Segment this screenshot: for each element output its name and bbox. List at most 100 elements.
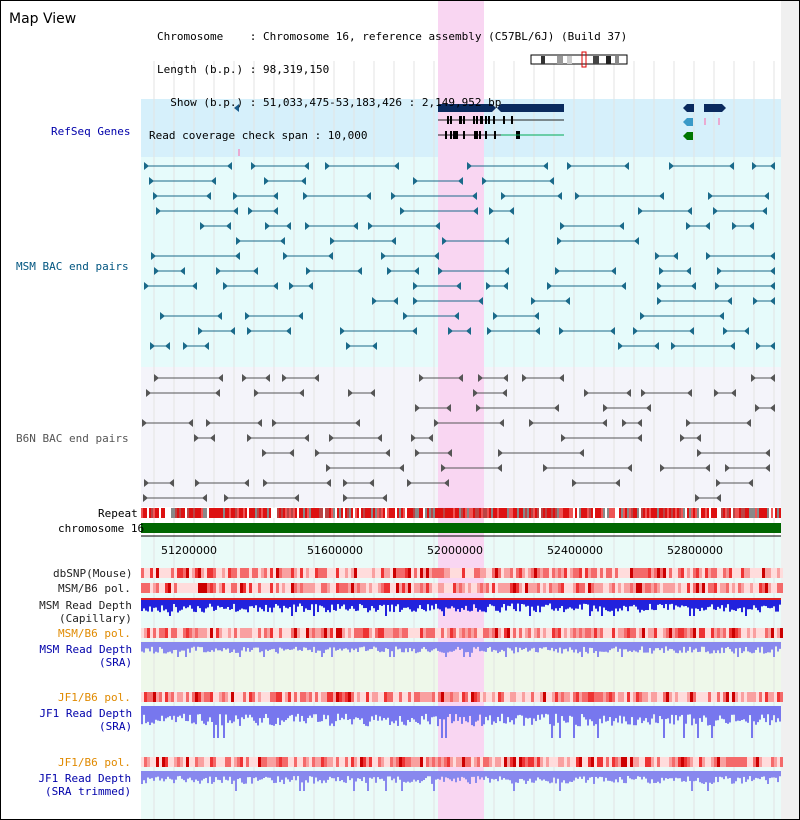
msm-bac-pair: [732, 222, 737, 230]
msm-bac-pair: [144, 282, 149, 290]
b6n-bac-pair: [247, 434, 252, 442]
gene-block: [438, 104, 492, 112]
msm-bac-pair: [305, 222, 310, 230]
msm-bac-pair: [717, 267, 722, 275]
msm-bac-pair: [413, 297, 418, 305]
track-label-msm-bac[interactable]: MSM BAC end pairs: [16, 260, 129, 273]
b6n-bac-pair: [725, 464, 730, 472]
b6n-bac-pair: [476, 404, 481, 412]
b6n-bac-pair: [755, 404, 760, 412]
page-title: Map View: [9, 11, 77, 27]
b6n-bac-pair: [142, 419, 147, 427]
axis-tick-label: 52000000: [427, 544, 483, 557]
msm-depth-sra-line2: (SRA): [99, 656, 133, 669]
track-label-refseq[interactable]: RefSeq Genes: [51, 125, 131, 138]
msm-bac-pair: [251, 162, 256, 170]
msm-bac-pair: [655, 252, 660, 260]
msm-bac-pair: [493, 312, 498, 320]
b6n-bac-pair: [343, 494, 348, 502]
track-label-repeat[interactable]: Repeat: [98, 507, 138, 520]
msm-bac-pair: [633, 327, 638, 335]
msm-bac-pair: [715, 282, 720, 290]
track-label-b6n-bac[interactable]: B6N BAC end pairs: [16, 432, 129, 445]
track-label-msm-depth-cap[interactable]: MSM Read Depth (Capillary): [37, 599, 132, 625]
msm-bac-pair: [183, 342, 188, 350]
msm-bac-pair: [223, 282, 228, 290]
track-label-msm-b6-pol-2[interactable]: MSM/B6 pol.: [58, 627, 131, 640]
msm-depth-cap-line1: MSM Read Depth: [39, 599, 132, 612]
b6n-bac-pair: [680, 434, 685, 442]
b6n-bac-pair: [716, 479, 721, 487]
ideogram-position-marker: [581, 51, 587, 68]
msm-bac-pair: [303, 192, 308, 200]
b6n-bac-pair: [603, 404, 608, 412]
msm-bac-pair: [482, 177, 487, 185]
msm-bac-pair: [640, 312, 645, 320]
b6n-bac-pair: [262, 449, 267, 457]
track-label-msm-depth-sra[interactable]: MSM Read Depth (SRA): [37, 643, 132, 669]
b6n-bac-pair: [195, 479, 200, 487]
msm-bac-pair: [346, 342, 351, 350]
msm-bac-pair: [618, 342, 623, 350]
track-label-jf1-depth-trim[interactable]: JF1 Read Depth (SRA trimmed): [37, 772, 131, 798]
msm-bac-pair: [575, 192, 580, 200]
b6n-bac-pair: [224, 494, 229, 502]
b6n-bac-pair: [498, 449, 503, 457]
msm-bac-pair: [381, 252, 386, 260]
b6n-bac-pair: [263, 479, 268, 487]
msm-bac-pair: [413, 177, 418, 185]
msm-bac-pair: [368, 222, 373, 230]
msm-bac-pair: [372, 297, 377, 305]
msm-bac-pair: [265, 222, 270, 230]
gene-block: [501, 104, 564, 112]
b6n-bac-pair: [622, 419, 627, 427]
msm-bac-pair: [144, 162, 149, 170]
b6n-bac-pair: [415, 449, 420, 457]
b6n-bac-pair: [561, 434, 566, 442]
msm-bac-pair: [200, 222, 205, 230]
msm-bac-pair: [657, 282, 662, 290]
axis-tick-label: 52400000: [547, 544, 603, 557]
chromosome-info: Chromosome : Chromosome 16, reference as…: [149, 9, 627, 163]
msm-bac-pair: [487, 327, 492, 335]
msm-bac-pair: [325, 162, 330, 170]
msm-bac-pair: [233, 192, 238, 200]
msm-bac-pair: [567, 162, 572, 170]
b6n-bac-pair: [478, 374, 483, 382]
msm-bac-pair: [289, 282, 294, 290]
msm-bac-pair: [467, 162, 472, 170]
msm-bac-pair: [669, 162, 674, 170]
msm-bac-pair: [156, 207, 161, 215]
msm-bac-pair: [560, 222, 565, 230]
msm-bac-pair: [400, 207, 405, 215]
chromosome-ideogram: [530, 54, 628, 65]
msm-bac-pair: [413, 282, 418, 290]
msm-bac-pair: [245, 312, 250, 320]
msm-bac-pair: [686, 222, 691, 230]
msm-bac-pair: [438, 267, 443, 275]
b6n-bac-pair: [329, 434, 334, 442]
msm-bac-pair: [752, 162, 757, 170]
msm-bac-pair: [547, 282, 552, 290]
track-label-chromosome[interactable]: chromosome 16: [58, 522, 145, 535]
b6n-bac-pair: [242, 374, 247, 382]
b6n-bac-pair: [206, 419, 211, 427]
track-label-dbsnp[interactable]: dbSNP(Mouse): [53, 567, 133, 580]
msm-bac-pair: [501, 192, 506, 200]
axis-tick-label: 51600000: [307, 544, 363, 557]
msm-bac-pair: [671, 342, 676, 350]
msm-bac-pair: [391, 192, 396, 200]
jf1-depth-trim-line2: (SRA trimmed): [45, 785, 132, 798]
track-label-msm-b6-pol-1[interactable]: MSM/B6 pol.: [58, 582, 131, 595]
b6n-bac-pair: [348, 389, 353, 397]
b6n-bac-pair: [415, 404, 420, 412]
b6n-bac-pair: [714, 389, 719, 397]
track-label-jf1-b6-pol-1[interactable]: JF1/B6 pol.: [58, 691, 131, 704]
msm-depth-sra-line1: MSM Read Depth: [39, 643, 133, 656]
track-label-jf1-depth-sra[interactable]: JF1 Read Depth (SRA): [37, 707, 132, 733]
track-label-jf1-b6-pol-2[interactable]: JF1/B6 pol.: [58, 756, 131, 769]
b6n-bac-pair: [751, 374, 756, 382]
msm-bac-pair: [160, 312, 165, 320]
msm-bac-pair: [657, 297, 662, 305]
b6n-bac-pair: [641, 389, 646, 397]
